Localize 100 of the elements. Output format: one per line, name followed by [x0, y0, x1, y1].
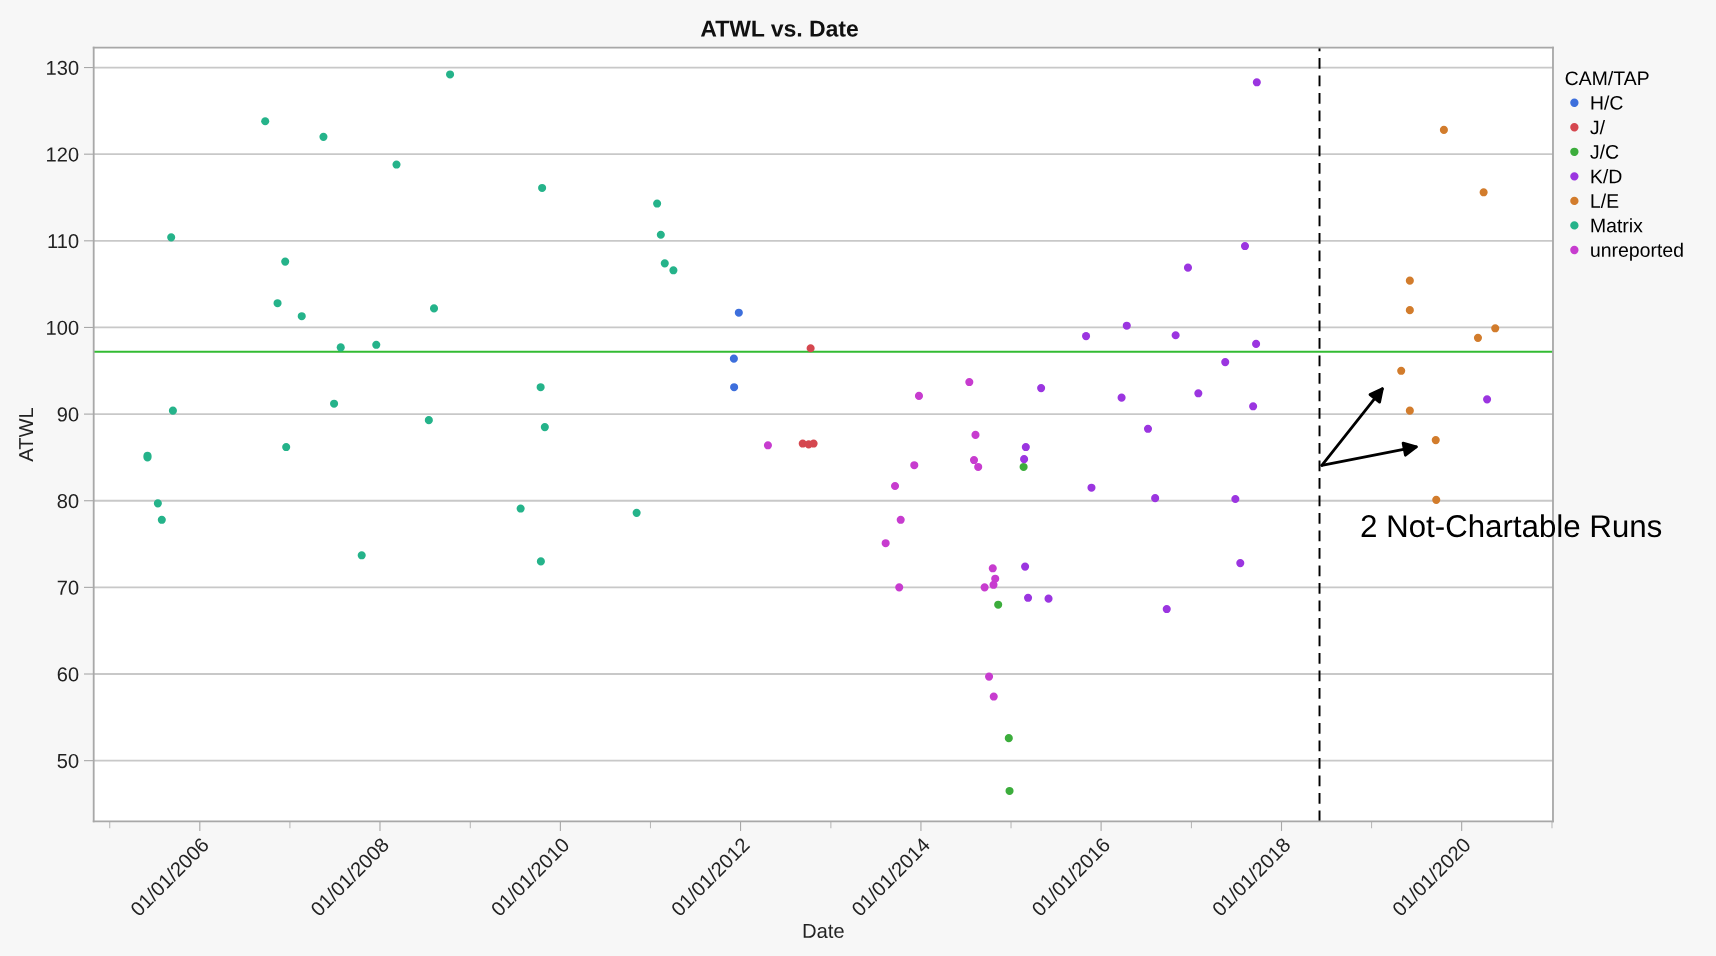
y-tick-label: 120	[47, 147, 79, 162]
point	[168, 406, 177, 415]
legend-label: L/E	[1591, 193, 1619, 208]
point	[881, 539, 890, 548]
point	[261, 117, 270, 126]
point	[536, 557, 545, 566]
point	[730, 383, 739, 392]
legend-label: H/C	[1591, 95, 1623, 110]
point	[1473, 333, 1483, 342]
point	[1240, 241, 1250, 251]
point	[1479, 188, 1488, 197]
point	[372, 340, 381, 349]
point	[273, 299, 282, 308]
point	[1236, 559, 1245, 568]
point	[1024, 593, 1033, 602]
point	[890, 481, 900, 491]
point	[282, 442, 291, 452]
y-tick-label: 80	[57, 493, 79, 509]
point	[969, 455, 979, 465]
legend-label: unreported	[1591, 242, 1683, 261]
point	[516, 504, 525, 513]
point	[1082, 332, 1091, 341]
point	[991, 574, 1000, 583]
point	[806, 344, 815, 353]
point	[1491, 324, 1500, 333]
point	[985, 672, 994, 681]
point	[1019, 462, 1028, 471]
point	[1021, 442, 1030, 452]
point	[153, 499, 162, 508]
point	[632, 508, 641, 517]
y-tick-label: 90	[57, 407, 79, 422]
point	[1397, 366, 1406, 375]
point	[1483, 395, 1492, 404]
point	[1405, 276, 1414, 285]
y-tick-label: 70	[57, 580, 79, 595]
point	[297, 312, 306, 321]
point	[1151, 494, 1160, 503]
point	[763, 441, 772, 450]
point	[540, 423, 549, 432]
y-axis-title: ATWL	[19, 407, 33, 462]
point	[319, 132, 328, 141]
point	[1162, 604, 1171, 614]
point	[1405, 406, 1414, 415]
point	[536, 383, 545, 392]
legend-label: J/	[1590, 119, 1606, 135]
legend-title: CAM/TAP	[1565, 70, 1649, 86]
point	[974, 462, 983, 471]
point	[896, 515, 905, 524]
point	[1183, 263, 1193, 272]
point	[734, 308, 743, 317]
point	[1087, 483, 1096, 492]
point	[1432, 495, 1441, 504]
point	[330, 399, 339, 408]
y-tick-label: 100	[47, 320, 79, 335]
point	[1231, 494, 1240, 504]
y-tick-label: 50	[57, 753, 79, 769]
point	[392, 160, 401, 169]
y-tick-label: 110	[48, 234, 79, 249]
point	[1194, 389, 1203, 398]
point	[429, 304, 439, 313]
point	[656, 230, 665, 239]
point	[446, 70, 455, 79]
point	[1037, 384, 1046, 393]
point	[988, 564, 997, 573]
point	[980, 583, 989, 592]
x-axis-title: Date	[803, 923, 844, 938]
point	[809, 439, 818, 448]
annotation: 2 Not-Chartable Runs	[1361, 514, 1662, 538]
point	[653, 199, 662, 208]
point	[1252, 339, 1261, 348]
point	[971, 430, 980, 439]
point	[1005, 786, 1014, 796]
chart-title: ATWL vs. Date	[700, 20, 858, 37]
point	[1431, 436, 1440, 445]
point	[424, 416, 433, 425]
point	[1122, 321, 1131, 330]
point	[357, 551, 366, 560]
point	[965, 377, 974, 387]
point	[1117, 393, 1126, 402]
point	[1405, 306, 1414, 315]
point	[167, 233, 176, 242]
point	[1221, 358, 1230, 367]
point	[1252, 78, 1261, 87]
point	[538, 183, 547, 193]
point	[1021, 562, 1030, 571]
point	[729, 354, 738, 363]
point	[1020, 455, 1029, 464]
point	[157, 515, 166, 524]
point	[910, 461, 919, 470]
point	[1143, 424, 1153, 433]
legend-label: K/D	[1591, 169, 1622, 184]
y-tick-label: 130	[47, 60, 79, 76]
legend-label: J/C	[1590, 144, 1619, 159]
point	[1439, 125, 1448, 134]
point	[989, 692, 998, 701]
point	[1171, 331, 1180, 340]
point	[895, 583, 904, 592]
point	[281, 257, 290, 266]
y-tick-label: 60	[57, 667, 79, 682]
point	[914, 391, 924, 400]
